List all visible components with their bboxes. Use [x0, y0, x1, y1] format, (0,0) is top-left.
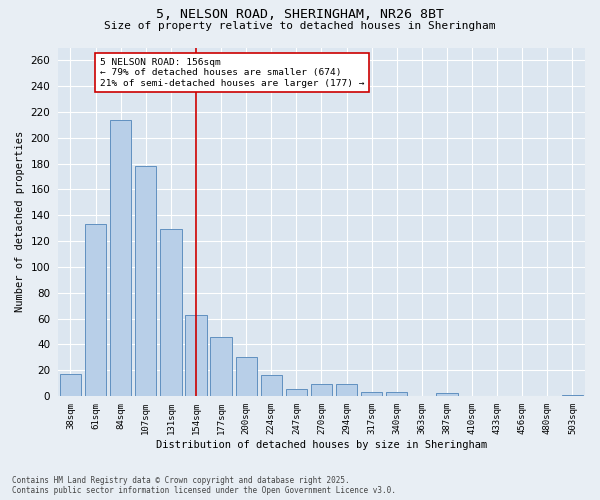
Text: 5, NELSON ROAD, SHERINGHAM, NR26 8BT: 5, NELSON ROAD, SHERINGHAM, NR26 8BT: [156, 8, 444, 20]
Bar: [236, 357, 257, 396]
Text: 5 NELSON ROAD: 156sqm
← 79% of detached houses are smaller (674)
21% of semi-det: 5 NELSON ROAD: 156sqm ← 79% of detached …: [100, 58, 365, 88]
Bar: [436, 394, 458, 396]
Bar: [211, 336, 232, 396]
Bar: [311, 384, 332, 396]
Bar: [110, 120, 131, 396]
Bar: [336, 384, 357, 396]
X-axis label: Distribution of detached houses by size in Sheringham: Distribution of detached houses by size …: [156, 440, 487, 450]
Text: Contains HM Land Registry data © Crown copyright and database right 2025.
Contai: Contains HM Land Registry data © Crown c…: [12, 476, 396, 495]
Bar: [260, 376, 282, 396]
Y-axis label: Number of detached properties: Number of detached properties: [15, 131, 25, 312]
Bar: [286, 390, 307, 396]
Bar: [160, 230, 182, 396]
Bar: [361, 392, 382, 396]
Bar: [386, 392, 407, 396]
Bar: [562, 394, 583, 396]
Text: Size of property relative to detached houses in Sheringham: Size of property relative to detached ho…: [104, 21, 496, 31]
Bar: [60, 374, 81, 396]
Bar: [185, 314, 206, 396]
Bar: [135, 166, 157, 396]
Bar: [85, 224, 106, 396]
